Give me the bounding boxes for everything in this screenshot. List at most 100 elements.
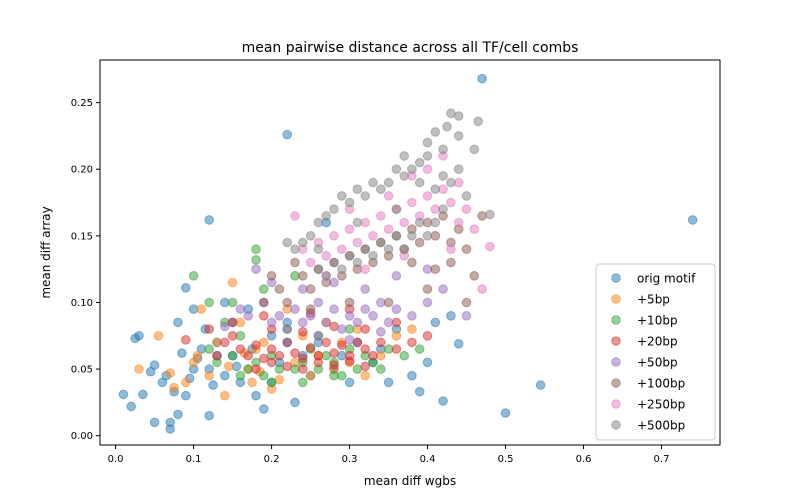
legend-marker [611,357,621,367]
data-point [290,211,300,221]
x-tick-label: 0.1 [186,454,202,465]
data-point [329,360,339,370]
data-point [461,204,472,214]
data-point [282,237,293,248]
data-point [461,311,472,321]
data-point [430,317,441,328]
y-axis-label: mean diff array [39,206,53,298]
data-point [407,324,417,334]
data-point [247,377,257,388]
data-point [446,257,456,268]
data-point [298,237,308,248]
data-point [461,244,472,254]
data-point [422,231,433,241]
data-point [368,231,378,241]
series-1-points [118,73,698,434]
legend-marker [611,399,621,409]
data-point [196,304,207,314]
data-point [414,386,425,397]
data-point [259,353,269,364]
data-point [446,177,456,188]
data-point [453,164,464,174]
legend-marker [611,336,621,346]
data-point [453,111,464,121]
data-point [344,197,355,208]
data-point [313,217,324,228]
x-tick-label: 0.4 [420,454,436,465]
data-point [259,337,269,348]
data-point [344,335,355,345]
data-point [407,231,417,241]
data-point [414,157,425,168]
data-point [173,317,183,328]
data-point [461,297,472,308]
data-point [438,284,448,294]
data-point [259,297,269,308]
data-point [352,184,363,194]
data-point [329,204,339,214]
data-point [446,197,456,208]
legend-box [595,263,716,441]
series-3-points [188,244,425,388]
data-point [227,350,238,361]
data-point [220,370,230,381]
data-point [453,217,464,228]
data-point [305,343,316,353]
data-point [399,350,410,361]
data-point [407,164,417,174]
data-point [266,317,277,328]
data-point [391,344,402,354]
data-point [360,264,371,275]
data-point [360,361,371,372]
data-point [208,380,218,390]
data-point [204,410,214,421]
data-point [329,257,339,268]
data-point [282,361,293,372]
data-point [243,350,253,361]
data-point [407,257,417,268]
data-point [298,353,308,364]
data-point [360,324,371,334]
legend-marker [611,315,621,325]
data-point [383,317,394,328]
legend: orig motif +5bp +10bp +20bp +50bp +100bp +250b… [595,263,716,441]
data-point [430,217,441,228]
data-point [305,284,316,294]
data-point [430,264,441,275]
data-point [376,337,386,348]
data-point [422,164,433,174]
x-tick-label: 0.7 [654,454,670,465]
legend-marker [611,378,621,388]
data-point [290,244,300,254]
data-point [181,377,191,388]
data-point [485,241,495,252]
data-point [274,311,285,321]
data-point [477,284,487,294]
data-point [169,382,179,393]
data-point [399,171,410,181]
data-point [422,357,433,368]
data-point [282,129,293,140]
data-point [352,364,363,374]
data-point [243,311,253,321]
data-point [383,244,394,254]
data-point [376,184,386,194]
data-point [337,191,347,201]
data-point [321,337,332,348]
data-point [259,284,269,294]
data-point [290,304,300,314]
data-point [329,231,339,241]
data-point [360,284,371,294]
data-point [329,304,339,314]
data-point [177,348,187,358]
data-point [313,264,324,275]
data-point [368,177,378,188]
data-point [383,224,394,234]
data-point [266,271,277,281]
data-point [227,297,238,308]
data-point [383,297,394,308]
x-axis: 0.0 0.1 0.2 0.3 0.4 0.5 0.6 0.7 [108,445,670,465]
data-point [227,277,238,288]
data-point [223,361,234,372]
data-point [391,204,402,214]
